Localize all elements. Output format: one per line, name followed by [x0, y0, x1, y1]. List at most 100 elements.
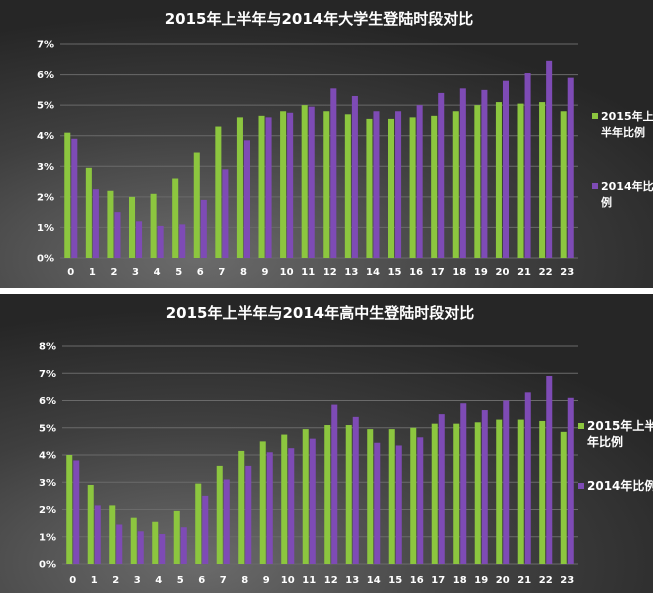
bar-2014-hour-15	[395, 445, 402, 564]
x-tick-label: 3	[134, 575, 141, 586]
bar-2014-hour-20	[502, 80, 510, 258]
bar-2014-hour-4	[157, 225, 164, 258]
y-tick-label: 5%	[39, 423, 56, 434]
bar-2014-hour-21	[524, 73, 531, 259]
bar-2015-hour-22	[539, 102, 546, 258]
x-tick-label: 10	[280, 267, 294, 278]
x-tick-label: 15	[388, 575, 402, 586]
bar-2014-hour-10	[287, 112, 294, 259]
bar-2014-hour-11	[309, 438, 316, 564]
bar-2014-hour-15	[395, 111, 402, 258]
bar-2014-hour-8	[243, 140, 251, 258]
y-tick-label: 7%	[39, 369, 56, 380]
bar-2014-hour-14	[374, 442, 381, 564]
bar-2014-hour-5	[180, 527, 187, 564]
bar-2015-hour-8	[238, 450, 245, 564]
bar-2015-hour-5	[172, 178, 179, 258]
x-tick-label: 16	[410, 575, 424, 586]
bar-2015-hour-21	[517, 103, 524, 258]
bar-2014-hour-2	[114, 212, 121, 258]
bar-2015-hour-6	[193, 152, 200, 258]
bar-2014-hour-9	[266, 452, 273, 564]
bar-2014-hour-17	[438, 414, 445, 564]
x-tick-label: 20	[496, 575, 510, 586]
x-tick-label: 7	[218, 267, 225, 278]
x-tick-label: 19	[474, 575, 488, 586]
bar-2015-hour-16	[410, 427, 417, 564]
x-tick-label: 13	[345, 575, 359, 586]
x-tick-label: 9	[263, 575, 270, 586]
bar-2015-hour-15	[387, 118, 395, 259]
bar-2015-hour-14	[367, 429, 374, 564]
bar-2014-hour-0	[73, 460, 80, 564]
x-tick-label: 17	[431, 575, 445, 586]
bar-2015-hour-7	[215, 126, 222, 259]
x-tick-label: 6	[198, 575, 205, 586]
x-tick-label: 0	[67, 267, 74, 278]
bar-2014-hour-9	[265, 117, 272, 258]
legend-label: 2015年上	[601, 109, 653, 123]
x-tick-label: 7	[220, 575, 227, 586]
x-tick-label: 12	[324, 575, 338, 586]
x-tick-label: 5	[175, 267, 182, 278]
bar-2014-hour-18	[459, 88, 466, 258]
x-tick-label: 10	[281, 575, 295, 586]
bar-2015-hour-11	[302, 429, 309, 564]
bar-2015-hour-3	[128, 196, 136, 258]
bar-2015-hour-12	[324, 425, 331, 564]
legend-label: 2014年比例	[587, 478, 653, 493]
bar-2014-hour-3	[136, 221, 143, 258]
bar-2014-hour-2	[116, 524, 123, 564]
chart-panel-university: 2015年上半年与2014年大学生登陆时段对比 0% 1% 2% 3% 4% 5% 6% 7% 0…	[0, 0, 653, 288]
x-tick-label: 22	[539, 575, 553, 586]
bar-2015-hour-2	[107, 190, 114, 258]
x-tick-label: 8	[241, 575, 248, 586]
bar-2015-hour-5	[173, 510, 180, 564]
bar-2015-hour-11	[301, 105, 308, 259]
bar-2015-hour-1	[85, 167, 92, 258]
bar-2015-hour-1	[87, 484, 94, 564]
bar-2014-hour-5	[179, 224, 186, 258]
bar-2015-hour-7	[216, 465, 223, 564]
bar-2014-hour-10	[288, 448, 295, 564]
x-tick-label: 21	[517, 267, 531, 278]
chart-title: 2015年上半年与2014年高中生登陆时段对比	[166, 304, 475, 322]
bar-2014-hour-7	[223, 479, 230, 564]
bar-2015-hour-22	[539, 420, 546, 564]
bar-2014-hour-20	[503, 400, 510, 564]
bar-2015-hour-21	[517, 419, 524, 564]
bar-2014-hour-1	[92, 189, 99, 258]
x-tick-label: 0	[69, 575, 76, 586]
x-tick-label: 1	[91, 575, 98, 586]
y-tick-label: 2%	[37, 192, 54, 203]
y-tick-label: 3%	[37, 162, 54, 173]
y-tick-label: 4%	[37, 131, 54, 142]
legend-swatch	[578, 423, 584, 429]
bar-2015-hour-8	[236, 117, 243, 258]
x-tick-label: 21	[517, 575, 531, 586]
bar-2015-hour-17	[431, 115, 438, 258]
bar-2015-hour-3	[130, 517, 137, 564]
y-tick-label: 1%	[37, 223, 54, 234]
x-tick-label: 18	[453, 575, 467, 586]
chart-highschool: 2015年上半年与2014年高中生登陆时段对比 0% 1% 2% 3% 4% 5% 6% 7% 8…	[0, 294, 653, 593]
bar-2014-hour-1	[94, 505, 101, 564]
bar-2014-hour-23	[567, 77, 574, 258]
legend-swatch	[592, 113, 598, 119]
x-tick-label: 22	[539, 267, 553, 278]
x-tick-label: 14	[366, 267, 380, 278]
chart-university: 2015年上半年与2014年大学生登陆时段对比 0% 1% 2% 3% 4% 5% 6% 7% 0…	[0, 0, 653, 288]
y-tick-label: 1%	[39, 532, 56, 543]
bar-2015-hour-18	[453, 423, 460, 564]
x-tick-label: 2	[112, 575, 119, 586]
bar-2014-hour-4	[159, 534, 166, 564]
bar-2015-hour-0	[66, 455, 73, 564]
x-tick-label: 11	[302, 575, 316, 586]
bar-2015-hour-13	[345, 425, 352, 564]
legend-label: 2014年比	[601, 179, 653, 193]
x-tick-label: 20	[495, 267, 509, 278]
bar-2014-hour-19	[481, 89, 488, 258]
x-tick-label: 16	[409, 267, 423, 278]
